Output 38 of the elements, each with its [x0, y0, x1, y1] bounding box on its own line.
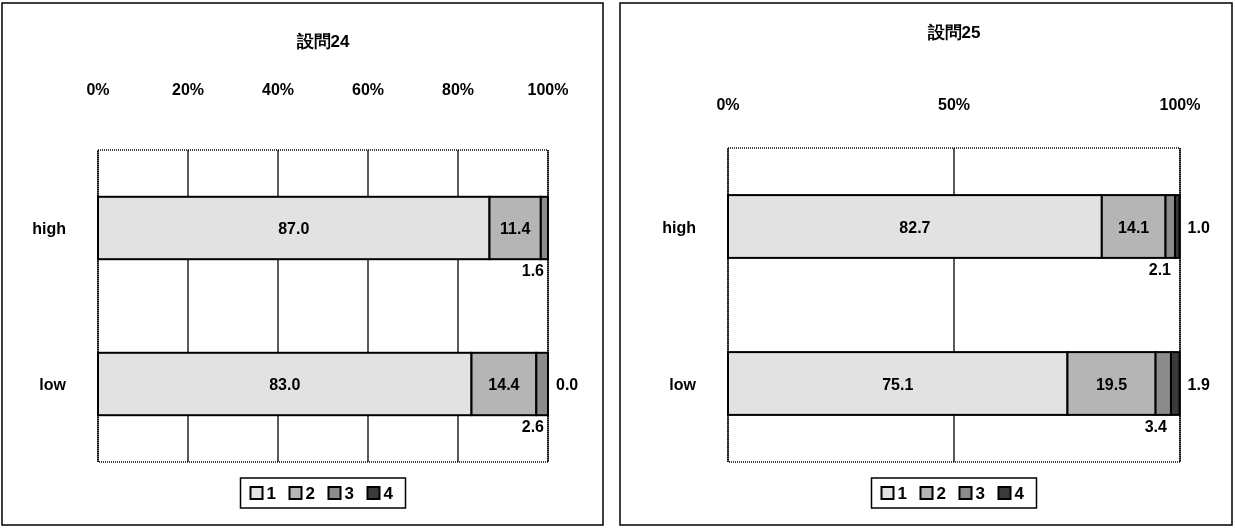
- legend-label: 3: [975, 484, 985, 503]
- legend-label: 4: [1014, 484, 1025, 503]
- data-label: 2.1: [1148, 260, 1172, 278]
- data-label: 2.6: [521, 418, 545, 436]
- data-label: 82.7: [899, 218, 931, 236]
- x-tick-label: 50%: [937, 96, 971, 113]
- data-label: 14.1: [1118, 218, 1150, 236]
- y-tick-label: low: [39, 376, 67, 393]
- data-label: 83.0: [269, 376, 301, 393]
- legend-label: 3: [344, 484, 354, 503]
- legend-label: 1: [266, 484, 276, 503]
- chart-title: 設問25: [926, 23, 981, 42]
- data-label: 1.9: [1187, 375, 1210, 393]
- legend-label: 4: [383, 484, 394, 503]
- data-label: 3.4: [1144, 417, 1168, 435]
- data-label: 87.0: [278, 220, 310, 237]
- data-label: 14.4: [488, 376, 520, 393]
- legend-label: 2: [305, 484, 315, 503]
- y-tick-label: high: [662, 218, 696, 236]
- data-label: 75.1: [882, 375, 914, 393]
- data-label: 1.6: [521, 262, 545, 280]
- data-label: 0.0: [556, 376, 579, 393]
- legend-label: 1: [897, 484, 907, 503]
- x-tick-label: 100%: [527, 81, 569, 98]
- x-tick-label: 80%: [441, 81, 475, 98]
- x-tick-label: 0%: [716, 96, 740, 113]
- data-label: 19.5: [1095, 375, 1128, 393]
- x-tick-label: 100%: [1159, 96, 1201, 113]
- x-tick-label: 20%: [171, 81, 205, 98]
- data-label: 11.4: [500, 220, 531, 237]
- data-label: 1.0: [1187, 218, 1210, 236]
- y-tick-label: high: [32, 220, 66, 237]
- legend-label: 2: [936, 484, 946, 503]
- x-tick-label: 0%: [86, 81, 110, 98]
- chart-title: 設問24: [295, 32, 350, 51]
- x-tick-label: 40%: [261, 81, 295, 98]
- x-tick-label: 60%: [351, 81, 385, 98]
- y-tick-label: low: [669, 375, 697, 393]
